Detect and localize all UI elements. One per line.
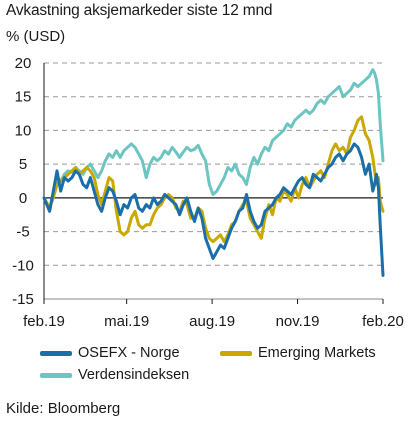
- y-tick-labels: 20 15 10 5 0 -5 -10 -15: [12, 55, 34, 308]
- x-tick-label: aug.19: [189, 313, 235, 330]
- source-note: Kilde: Bloomberg: [6, 400, 121, 417]
- legend-swatch-verden: [40, 372, 72, 378]
- legend-label-emerging: Emerging Markets: [258, 345, 376, 361]
- x-tick-label: nov.19: [276, 313, 320, 330]
- series-line-osefx-norge: [42, 142, 385, 277]
- y-tick-label: 5: [19, 156, 27, 173]
- series-line-verdensindeksen: [42, 68, 385, 210]
- legend-swatch-emerging: [220, 350, 252, 356]
- y-tick-label: 10: [15, 122, 32, 139]
- y-tick-label: -5: [16, 224, 29, 241]
- y-tick-label: -10: [12, 257, 34, 274]
- x-tick-labels: feb.19 mai.19 aug.19 nov.19 feb.20: [23, 299, 404, 330]
- chart-title: Avkastning aksjemarkeder siste 12 mnd: [6, 2, 273, 19]
- legend-item-verden: Verdensindeksen: [40, 365, 189, 385]
- legend-swatch-osefx: [40, 350, 72, 356]
- x-tick-label: mai.19: [104, 313, 149, 330]
- x-tick-label: feb.20: [362, 313, 404, 330]
- legend-item-osefx: OSEFX - Norge: [40, 343, 180, 363]
- legend-item-emerging: Emerging Markets: [220, 343, 376, 363]
- line-chart: 20 15 10 5 0 -5 -10 -15 feb.19 mai.19 aug.19 nov.1…: [12, 55, 404, 330]
- x-tick-label: feb.19: [23, 313, 65, 330]
- series-lines: [42, 68, 385, 277]
- y-tick-label: 15: [15, 89, 32, 106]
- y-tick-label: 0: [19, 190, 27, 207]
- y-tick-label: 20: [15, 55, 32, 72]
- y-axis-unit: % (USD): [6, 28, 66, 45]
- series-line-emerging-markets: [42, 115, 385, 244]
- legend-label-verden: Verdensindeksen: [78, 367, 190, 383]
- legend-label-osefx: OSEFX - Norge: [78, 345, 180, 361]
- y-tick-label: -15: [12, 291, 34, 308]
